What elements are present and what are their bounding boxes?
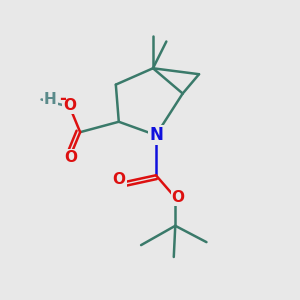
Text: O: O [63, 98, 76, 113]
Text: N: N [149, 126, 163, 144]
Text: -: - [59, 91, 66, 109]
Text: O: O [172, 190, 185, 205]
Text: O: O [112, 172, 125, 187]
Text: O: O [65, 150, 78, 165]
Text: H: H [44, 92, 57, 107]
